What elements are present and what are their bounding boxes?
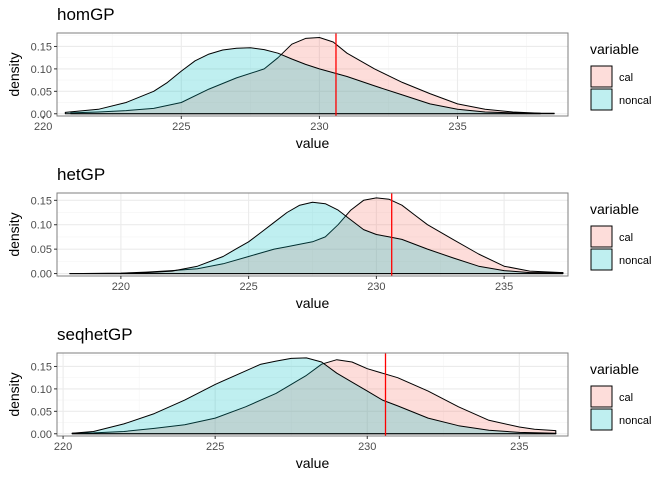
y-axis-title: density (6, 212, 22, 256)
legend-label-noncal: noncal (619, 95, 651, 107)
legend-key-cal (590, 225, 613, 248)
y-tick-label: 0.05 (31, 406, 52, 418)
y-tick-label: 0.00 (31, 429, 52, 441)
panel-homGP: homGP 220 225 230 235 0.00 0.05 0.10 0.15 value de… (6, 5, 651, 151)
x-tick-label: 225 (172, 121, 190, 133)
density-cal (70, 37, 555, 115)
y-tick-label: 0.15 (31, 195, 52, 207)
density-cal (69, 197, 564, 275)
legend-label-cal: cal (619, 392, 633, 404)
density-cal (71, 359, 557, 435)
y-tick-label: 0.05 (31, 86, 52, 98)
panel-border (56, 192, 569, 277)
legend-label-noncal: noncal (619, 255, 651, 267)
legend: variable cal noncal (590, 361, 651, 431)
legend-label-cal: cal (619, 72, 633, 84)
y-tick-label: 0.10 (31, 220, 52, 232)
y-tick-label: 0.05 (31, 244, 52, 256)
x-tick-label: 220 (54, 441, 72, 453)
x-tick-label: 235 (495, 281, 513, 293)
y-axis-title: density (6, 372, 22, 416)
x-tick-label: 230 (358, 441, 376, 453)
x-tick-label: 225 (239, 281, 257, 293)
panel-title: homGP (57, 5, 115, 24)
panel-hetGP: hetGP 220 225 230 235 0.00 0.05 0.10 0.15 value de… (6, 165, 651, 311)
x-tick-label: 235 (448, 121, 466, 133)
legend-title: variable (590, 361, 639, 377)
legend-key-cal (590, 65, 613, 88)
density-noncal (71, 357, 557, 435)
legend-key-noncal (590, 248, 613, 271)
x-tick-label: 235 (510, 441, 528, 453)
x-tick-label: 230 (367, 281, 385, 293)
panel-border (56, 32, 569, 117)
panel-border (56, 352, 569, 437)
x-axis-title: value (296, 455, 330, 471)
x-axis-title: value (296, 135, 330, 151)
panel-title: seqhetGP (57, 325, 133, 344)
y-tick-label: 0.10 (31, 64, 52, 76)
panel-seqhetGP: seqhetGP 220 225 230 235 0.00 0.05 0.10 0.15 valu… (6, 325, 651, 471)
density-noncal (64, 47, 541, 115)
y-tick-label: 0.15 (31, 361, 52, 373)
legend: variable cal noncal (590, 41, 651, 111)
density-noncal (69, 201, 564, 275)
legend-title: variable (590, 41, 639, 57)
y-tick-label: 0.00 (31, 109, 52, 121)
legend-key-cal (590, 385, 613, 408)
legend: variable cal noncal (590, 201, 651, 271)
legend-title: variable (590, 201, 639, 217)
legend-key-noncal (590, 408, 613, 431)
y-axis-title: density (6, 52, 22, 96)
x-tick-label: 225 (206, 441, 224, 453)
legend-label-noncal: noncal (619, 415, 651, 427)
y-tick-label: 0.00 (31, 269, 52, 281)
legend-key-noncal (590, 88, 613, 111)
x-axis-title: value (296, 295, 330, 311)
panel-title: hetGP (57, 165, 105, 184)
y-tick-label: 0.10 (31, 384, 52, 396)
legend-label-cal: cal (619, 232, 633, 244)
x-tick-label: 220 (34, 121, 52, 133)
x-tick-label: 220 (112, 281, 130, 293)
y-tick-label: 0.15 (31, 41, 52, 53)
x-tick-label: 230 (310, 121, 328, 133)
